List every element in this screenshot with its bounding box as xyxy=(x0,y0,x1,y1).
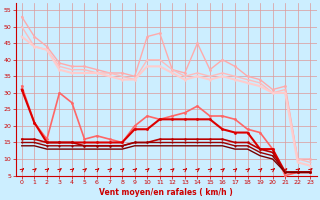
X-axis label: Vent moyen/en rafales ( km/h ): Vent moyen/en rafales ( km/h ) xyxy=(99,188,233,197)
